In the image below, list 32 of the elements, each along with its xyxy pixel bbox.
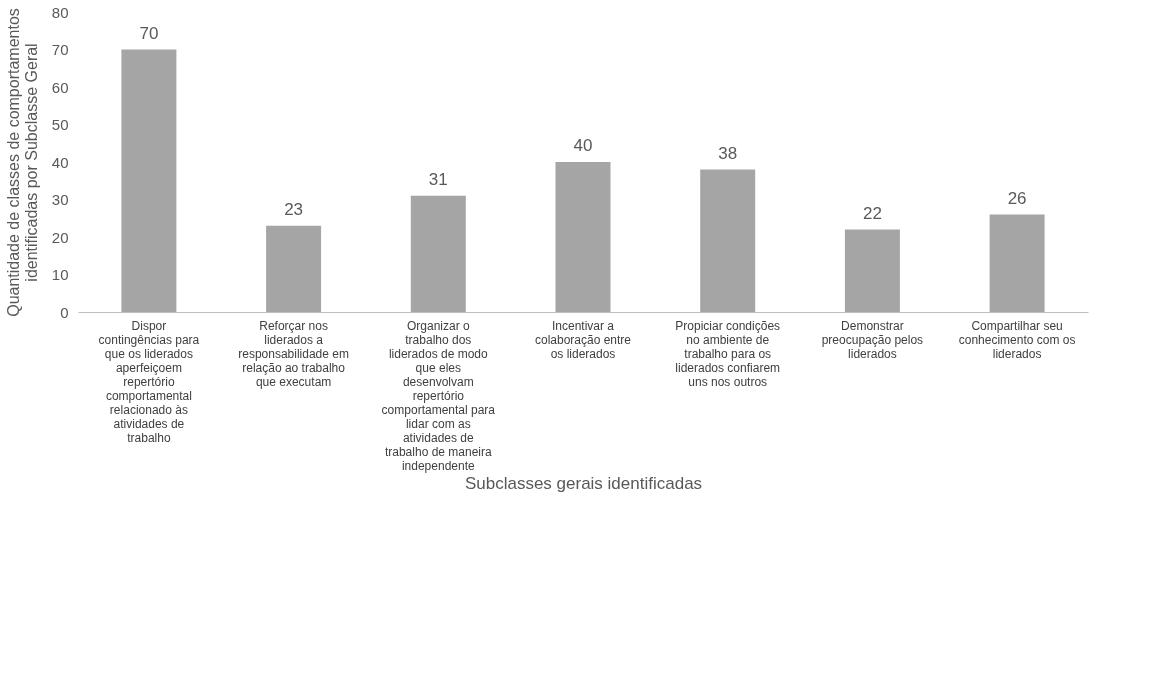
y-tick-label: 10 [51,266,69,283]
y-tick-label: 0 [60,303,69,321]
data-label: 26 [1007,188,1027,208]
y-tick-label: 70 [51,41,69,58]
data-label: 38 [718,143,738,163]
y-tick-label: 20 [51,228,69,246]
data-label: 22 [862,203,882,223]
category-label: Dispor contingências para que os liderados aperfeiçoem repertório comportamental relacionado às atividades de trabalho [98,318,200,445]
x-tick-label: Reforçar nos liderados a responsabilidade em relação ao trabalho que executam [238,318,349,389]
data-label: 70 [139,23,159,43]
x-axis-title: Subclasses gerais identificadas [464,473,703,493]
bar [266,225,322,312]
data-label: 31 [428,169,448,189]
bar [844,229,900,312]
x-tick-label: Incentivar a colaboração entre os liderados [534,318,632,361]
bar [410,195,466,312]
y-tick-label: 80 [51,3,69,21]
bar [989,214,1045,312]
y-tick-label: 50 [51,116,69,133]
x-tick-label: Compartilhar seu conhecimento com os liderados [958,318,1076,361]
bar [700,169,756,312]
bar [555,162,611,312]
x-tick-label: Propiciar condições no ambiente de trabalho para os liderados confiarem uns nos outros [675,318,781,389]
category-label: Organizar o trabalho dos liderados de modo que eles desenvolvam repertório comportamental para lidar com as atividades de trabalho de maneira independente [381,318,495,473]
y-tick-label: 30 [51,191,69,208]
data-label: 23 [284,199,304,219]
x-tick-label: Demonstrar preocupação pelos liderados [821,318,924,361]
y-tick-label: 60 [51,78,69,96]
y-axis-title: Quantidade de classes de comportamentos identificadas por Subclasse Geral [4,8,40,317]
data-label: 40 [573,136,593,155]
y-tick-label: 40 [51,153,69,171]
bar [121,49,177,312]
